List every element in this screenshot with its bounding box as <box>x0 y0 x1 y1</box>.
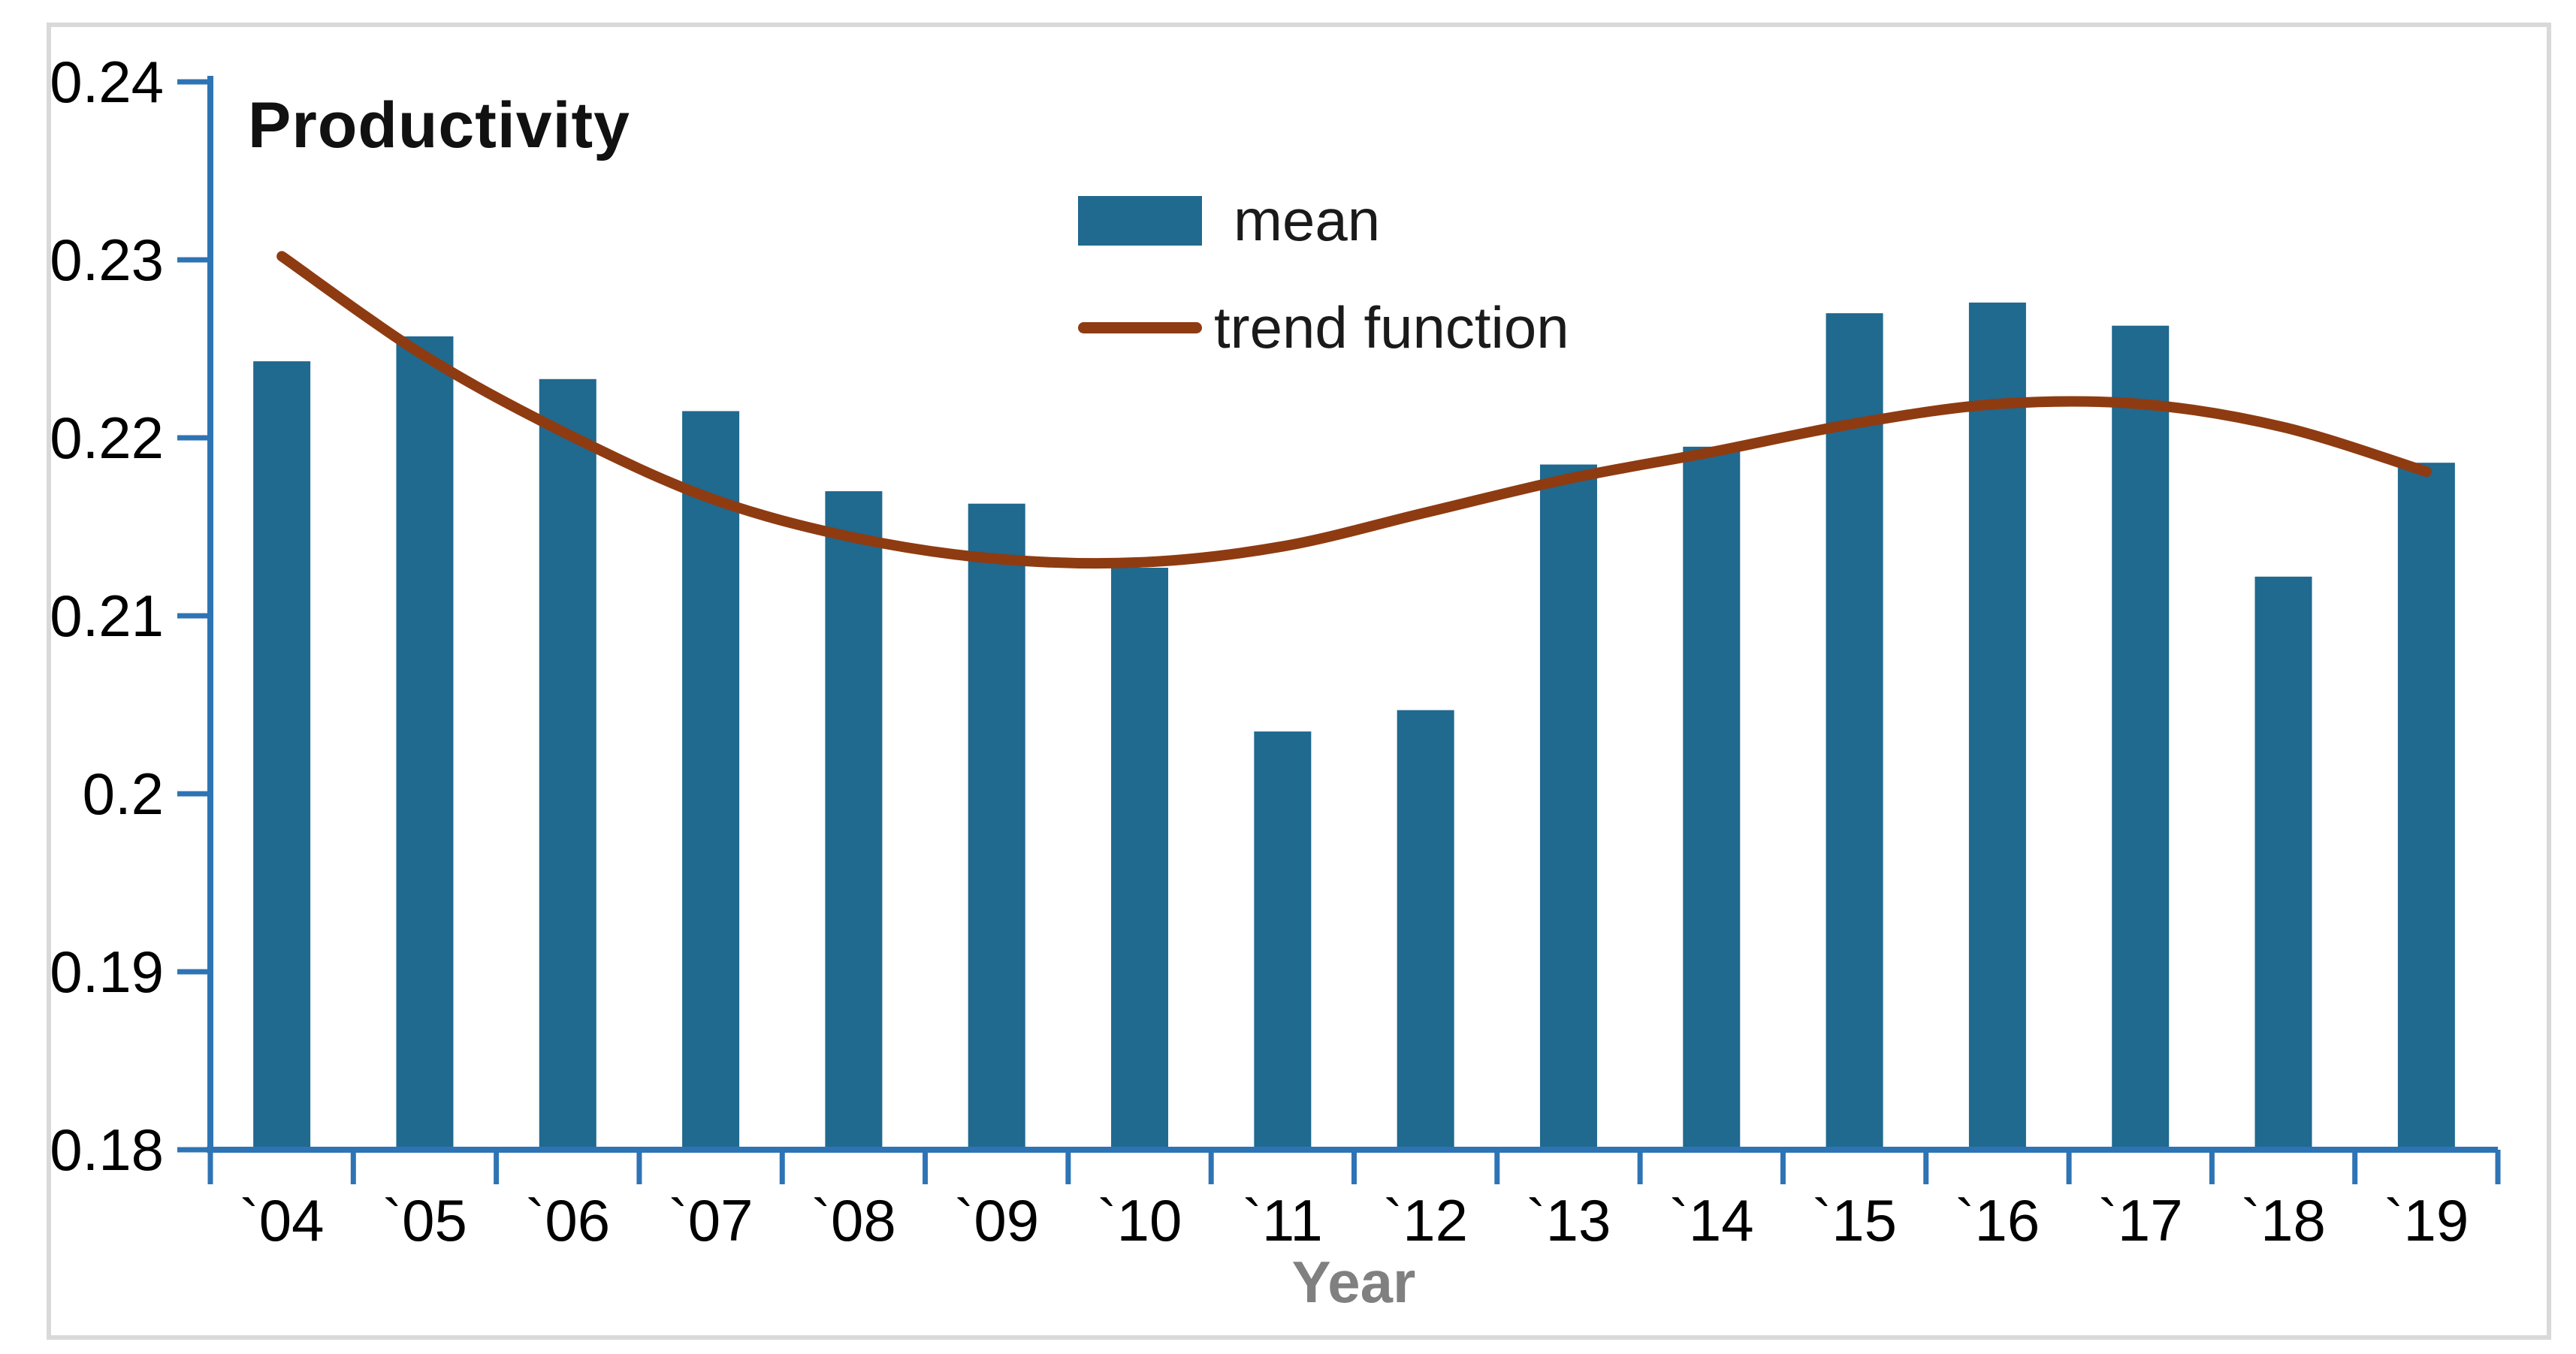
bar <box>2397 463 2455 1150</box>
bar <box>1254 731 1312 1150</box>
y-tick-label: 0.24 <box>50 49 164 115</box>
y-tick-label: 0.22 <box>50 405 164 471</box>
x-tick-label: `13 <box>1527 1187 1611 1253</box>
x-tick-label: `19 <box>2384 1187 2469 1253</box>
x-tick-label: `17 <box>2098 1187 2183 1253</box>
bar <box>968 503 1025 1150</box>
bar <box>1397 710 1454 1150</box>
bar <box>1683 446 1741 1150</box>
legend-label-mean: mean <box>1234 187 1381 253</box>
bar <box>825 491 883 1150</box>
x-axis-title: Year <box>1291 1249 1416 1315</box>
mean-series-swatch-icon <box>1078 195 1202 246</box>
legend-item-trend: trend function <box>1078 294 1904 362</box>
x-tick-label: `11 <box>1243 1187 1323 1253</box>
x-tick-label: `05 <box>382 1187 467 1253</box>
legend-label-trend: trend function <box>1214 294 1569 360</box>
bar <box>539 378 596 1150</box>
bar <box>2112 325 2170 1150</box>
bar <box>396 336 454 1150</box>
bar <box>682 411 740 1150</box>
y-tick-label: 0.19 <box>50 939 164 1005</box>
bar <box>1826 313 1883 1150</box>
x-tick-label: `04 <box>240 1187 325 1253</box>
bar <box>253 361 311 1150</box>
x-tick-label: `15 <box>1812 1187 1897 1253</box>
y-tick-label: 0.2 <box>83 761 164 827</box>
x-tick-label: `16 <box>1955 1187 2040 1253</box>
x-tick-label: `06 <box>525 1187 610 1253</box>
x-tick-label: `10 <box>1098 1187 1182 1253</box>
trend-line <box>276 251 2432 569</box>
x-tick-label: `14 <box>1669 1187 1754 1253</box>
x-tick-label: `07 <box>669 1187 753 1253</box>
legend-item-mean: mean <box>1078 186 1904 255</box>
x-tick-label: `09 <box>954 1187 1039 1253</box>
chart-title: Productivity <box>248 89 630 161</box>
x-tick-label: `08 <box>811 1187 896 1253</box>
bar <box>1968 302 2026 1150</box>
bar <box>2254 576 2312 1150</box>
y-tick-label: 0.21 <box>50 583 164 649</box>
x-tick-label: `12 <box>1383 1187 1468 1253</box>
legend: mean trend function <box>1078 186 1904 401</box>
trend-line-swatch-icon <box>1078 322 1202 333</box>
y-tick-label: 0.23 <box>50 227 164 293</box>
x-tick-label: `18 <box>2241 1187 2326 1253</box>
bar <box>1111 568 1169 1150</box>
y-tick-label: 0.18 <box>50 1117 164 1183</box>
bar <box>1539 464 1597 1150</box>
